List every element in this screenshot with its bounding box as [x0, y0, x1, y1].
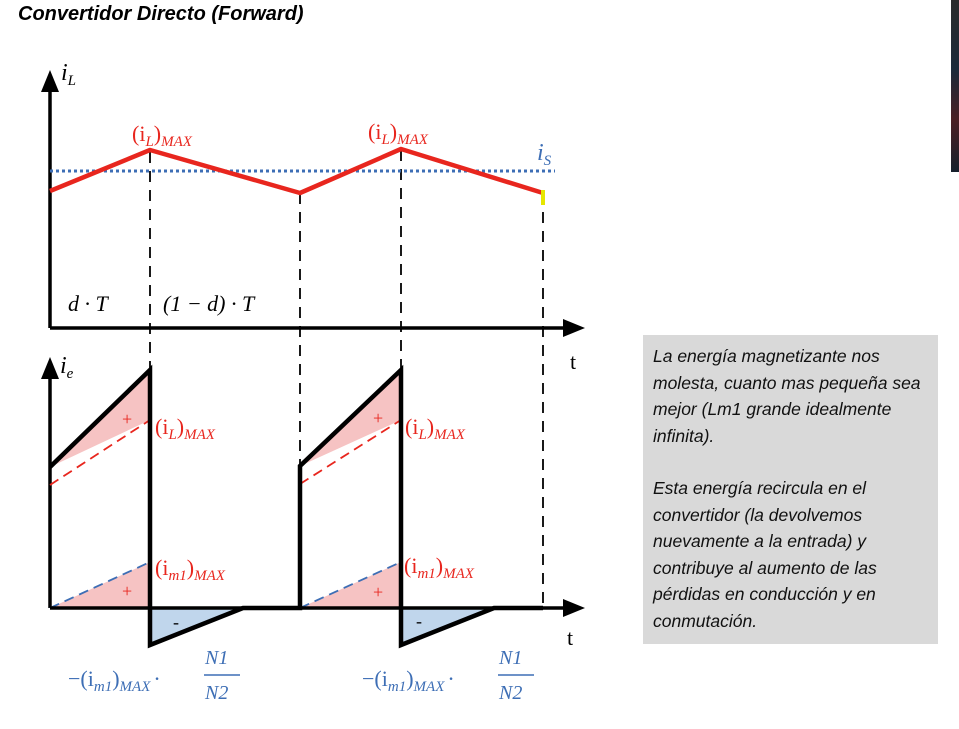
neg-im-label-1: −(im1)MAX · N1 N2	[68, 647, 240, 704]
svg-text:−(im1)MAX·: −(im1)MAX ·	[362, 666, 455, 695]
il-ramp-1	[49, 419, 151, 486]
minus-sign-1: -	[173, 612, 179, 632]
minus-sign-2: -	[416, 611, 422, 631]
il-max-bottom-2: (iL)MAX	[405, 414, 466, 443]
svg-text:N2: N2	[204, 682, 228, 704]
note-paragraph-2: Esta energía recircula en el convertidor…	[653, 478, 877, 631]
plus-sign-2b: +	[373, 582, 383, 602]
interval-on-label: d · T	[68, 291, 110, 316]
top-x-arrow	[563, 319, 585, 337]
interval-off-label: (1 − d) · T	[163, 291, 256, 316]
bottom-y-label: ie	[60, 353, 74, 382]
ie-waveform	[48, 364, 543, 649]
top-y-arrow	[41, 70, 59, 92]
page-title: Convertidor Directo (Forward)	[18, 3, 304, 25]
plus-sign-2a: +	[373, 408, 383, 428]
bottom-t-label: t	[567, 625, 573, 650]
svg-text:N2: N2	[498, 682, 522, 704]
note-paragraph-1: La energía magnetizante nos molesta, cua…	[653, 346, 921, 446]
bottom-y-arrow	[41, 357, 59, 379]
svg-text:−(im1)MAX·: −(im1)MAX ·	[68, 666, 161, 695]
time-markers	[149, 150, 544, 610]
plus-sign-1b: +	[122, 581, 132, 601]
il-max-label-1: (iL)MAX	[132, 121, 193, 150]
is-label: iS	[537, 140, 552, 169]
im-ramp-2	[299, 561, 402, 609]
im-max-label-2: (im1)MAX	[404, 553, 475, 582]
svg-text:N1: N1	[204, 647, 228, 669]
neg-im-label-2: −(im1)MAX · N1 N2	[362, 647, 534, 704]
side-thumbnail	[951, 0, 959, 172]
svg-text:N1: N1	[498, 647, 522, 669]
plus-sign-1a: +	[122, 409, 132, 429]
il-max-bottom-1: (iL)MAX	[155, 414, 216, 443]
top-t-label: t	[570, 349, 576, 374]
im-ramp-1	[49, 561, 151, 609]
explanation-note: La energía magnetizante nos molesta, cua…	[643, 335, 938, 644]
bottom-plot: + + + + - - ie (iL)MAX (iL)MAX (im1)MAX …	[41, 353, 585, 704]
top-y-label: iL	[61, 60, 76, 89]
bottom-x-arrow	[563, 599, 585, 617]
il-waveform	[49, 146, 544, 196]
im-max-label-1: (im1)MAX	[155, 555, 226, 584]
top-plot: iL (iL)MAX (iL)MAX iS d · T (1 − d) · T …	[41, 60, 585, 374]
il-max-label-2: (iL)MAX	[368, 119, 429, 148]
il-ramp-2	[299, 419, 402, 485]
